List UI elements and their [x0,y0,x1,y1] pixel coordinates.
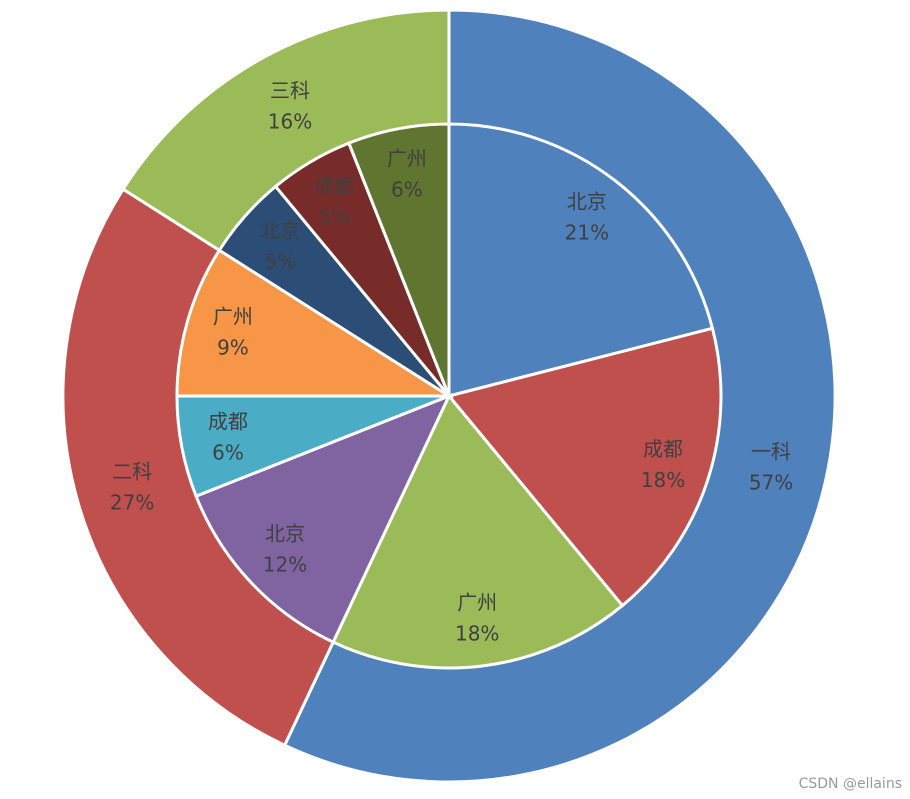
slice-category: 成都 [643,437,683,461]
slice-category: 北京 [265,522,305,546]
pie-slice [447,122,715,398]
slice-value-label: 9% [217,336,249,360]
slice-category: 一科 [751,439,791,463]
pie-slice [175,248,455,398]
slice-category: 成都 [314,174,354,198]
slice-category: 广州 [213,305,253,329]
slice-category: 二科 [112,460,152,484]
slice-value-label: 18% [455,622,499,646]
slice-value-label: 27% [110,491,154,515]
slice-category: 广州 [457,591,497,615]
slice-value-label: 6% [391,177,423,201]
slice-category: 广州 [387,146,427,170]
slice-value-label: 6% [212,441,244,465]
watermark: CSDN @ellains [799,776,902,792]
slice-value-label: 21% [565,221,609,245]
slice-value-label: 18% [641,468,685,492]
slice-category: 成都 [208,410,248,434]
slice-category: 三科 [270,78,310,102]
slice-value-label: 5% [264,250,296,274]
slice-value-label: 57% [749,470,793,494]
slice-value-label: 5% [319,205,351,229]
slice-category: 北京 [567,190,607,214]
slice-value-label: 16% [268,109,312,133]
pie-slice [346,122,451,397]
pie-slice [331,393,625,670]
slice-value-label: 12% [263,553,307,577]
pie-slice [194,393,452,645]
pie-slice [446,326,723,608]
slice-category: 北京 [260,219,300,243]
